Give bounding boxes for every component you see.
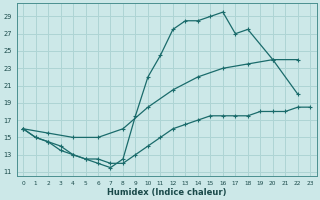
X-axis label: Humidex (Indice chaleur): Humidex (Indice chaleur)	[107, 188, 227, 197]
